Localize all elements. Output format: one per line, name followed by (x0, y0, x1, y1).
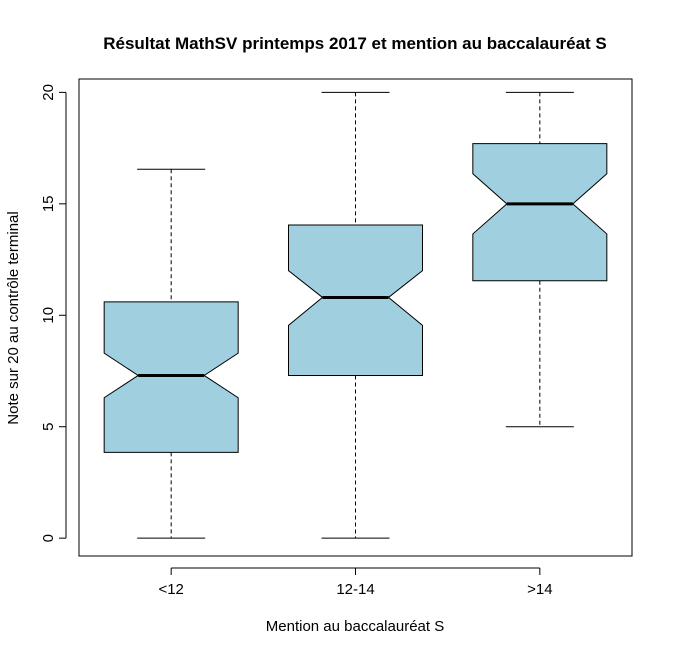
plot-frame (78, 78, 633, 557)
x-tick-label: <12 (158, 581, 183, 598)
y-axis-label: Note sur 20 au contrôle terminal (5, 211, 22, 424)
notched-box (288, 224, 423, 376)
notched-box (472, 143, 608, 282)
y-tick-label: 5 (40, 423, 57, 431)
box-group (288, 91, 423, 539)
y-tick-label: 0 (40, 534, 57, 542)
x-tick-label: >14 (527, 581, 552, 598)
box-group (103, 168, 239, 539)
x-tick-label: 12-14 (336, 581, 374, 598)
y-tick-label: 10 (40, 307, 57, 324)
box-group (472, 91, 608, 428)
y-tick-label: 15 (40, 195, 57, 212)
x-axis: <12 12-14 >14 (158, 567, 553, 598)
chart-title: Résultat MathSV printemps 2017 et mentio… (103, 34, 607, 53)
y-axis: 0 5 10 15 20 (40, 84, 67, 542)
boxes (103, 91, 608, 539)
notched-box (103, 301, 239, 453)
x-axis-label: Mention au baccalauréat S (266, 618, 444, 635)
y-tick-label: 20 (40, 84, 57, 101)
